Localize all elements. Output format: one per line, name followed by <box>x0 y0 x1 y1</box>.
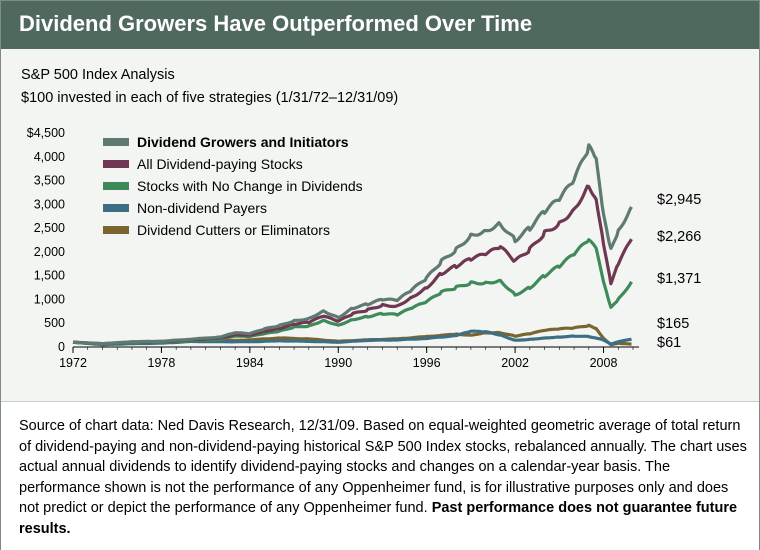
end-value-label: $61 <box>657 335 681 351</box>
legend-swatch <box>103 138 129 146</box>
x-tick-label: 2002 <box>501 356 529 370</box>
footer: Source of chart data: Ned Davis Research… <box>1 401 759 550</box>
x-tick-label: 1996 <box>413 356 441 370</box>
legend-label: Stocks with No Change in Dividends <box>137 178 363 194</box>
y-tick-label: 1,000 <box>34 292 65 306</box>
chart-title: Dividend Growers Have Outperformed Over … <box>19 11 533 36</box>
chart-legend: Dividend Growers and Initiators All Divid… <box>103 134 363 238</box>
subtitle-line-2: $100 invested in each of five strategies… <box>21 90 399 106</box>
chart-end-labels: $2,945 $2,266 $1,371 $165 $61 <box>657 192 701 351</box>
line-chart: 0 500 1,000 1,500 2,000 2,500 3,000 3,500 4,000 $… <box>27 126 702 370</box>
y-tick-label: 1,500 <box>34 269 65 283</box>
legend-swatch <box>103 204 129 212</box>
header-bar: Dividend Growers Have Outperformed Over … <box>1 1 759 49</box>
y-tick-label: 0 <box>58 340 65 354</box>
legend-label: Dividend Cutters or Eliminators <box>137 222 330 238</box>
subtitle-line-1: S&P 500 Index Analysis <box>21 67 175 83</box>
end-value-label: $2,266 <box>657 229 701 245</box>
chart-axes: 0 500 1,000 1,500 2,000 2,500 3,000 3,500 4,000 $… <box>27 126 639 370</box>
legend-label: Dividend Growers and Initiators <box>137 134 349 150</box>
source-text: Source of chart data: Ned Davis Research… <box>19 418 747 516</box>
y-tick-label: 3,500 <box>34 174 65 188</box>
end-value-label: $165 <box>657 316 689 332</box>
y-tick-label: 2,000 <box>34 245 65 259</box>
performance-disclaimer: Past performance does not guarantee futu… <box>19 500 738 537</box>
legend-swatch <box>103 160 129 168</box>
y-tick-label: 3,000 <box>34 197 65 211</box>
y-tick-label: $4,500 <box>27 126 65 140</box>
legend-swatch <box>103 226 129 234</box>
y-tick-label: 500 <box>44 316 65 330</box>
x-tick-label: 1984 <box>236 356 264 370</box>
x-tick-label: 2008 <box>590 356 618 370</box>
chart-series <box>72 143 633 347</box>
x-tick-label: 1972 <box>59 356 87 370</box>
end-value-label: $2,945 <box>657 192 701 208</box>
source-note: Source of chart data: Ned Davis Research… <box>19 416 747 539</box>
x-tick-label: 1978 <box>148 356 176 370</box>
legend-label: All Dividend-paying Stocks <box>137 156 303 172</box>
end-value-label: $1,371 <box>657 271 701 287</box>
x-tick-label: 1990 <box>324 356 352 370</box>
y-tick-label: 4,000 <box>34 150 65 164</box>
legend-swatch <box>103 182 129 190</box>
y-tick-label: 2,500 <box>34 221 65 235</box>
legend-label: Non-dividend Payers <box>137 200 267 216</box>
series-line <box>72 143 633 346</box>
